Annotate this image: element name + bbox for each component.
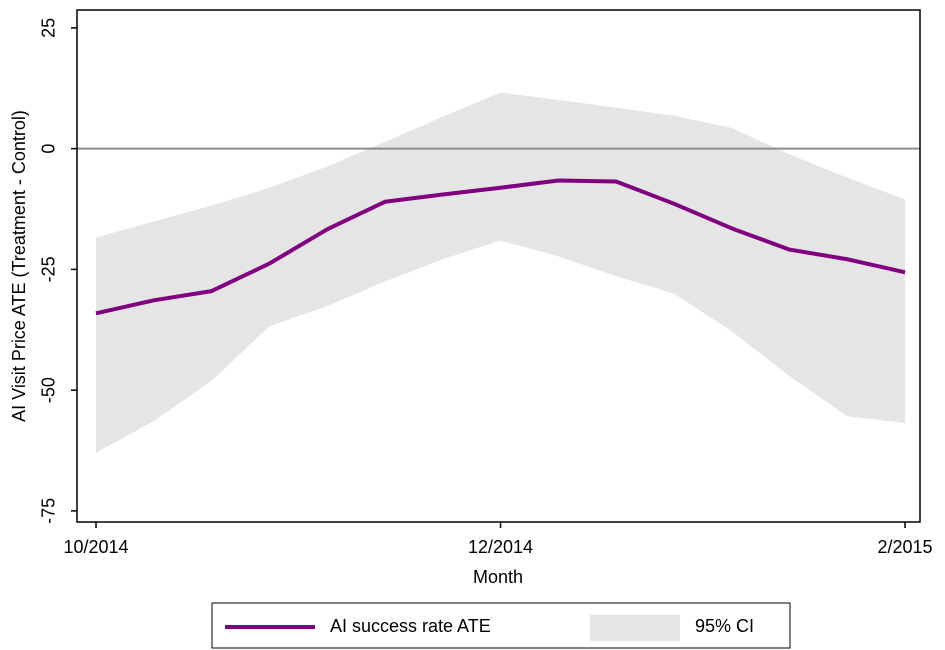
plot-frame [76,9,921,523]
data-line [95,178,906,316]
ci-band [96,92,906,453]
legend-swatch [590,615,680,641]
x-tick-label: 10/2014 [63,537,128,557]
legend-label: AI success rate ATE [330,616,491,636]
y-tick-label: 25 [39,18,59,38]
y-tick-label: -50 [39,377,59,403]
x-tick-label: 12/2014 [468,537,533,557]
x-axis-title: Month [473,567,523,587]
y-tick-label: -25 [39,256,59,282]
x-tick-label: 2/2015 [878,537,933,557]
y-tick-label: -75 [39,498,59,524]
y-axis-title: AI Visit Price ATE (Treatment - Control) [9,110,29,422]
legend-label: 95% CI [695,616,754,636]
y-tick-label: 0 [39,144,59,154]
